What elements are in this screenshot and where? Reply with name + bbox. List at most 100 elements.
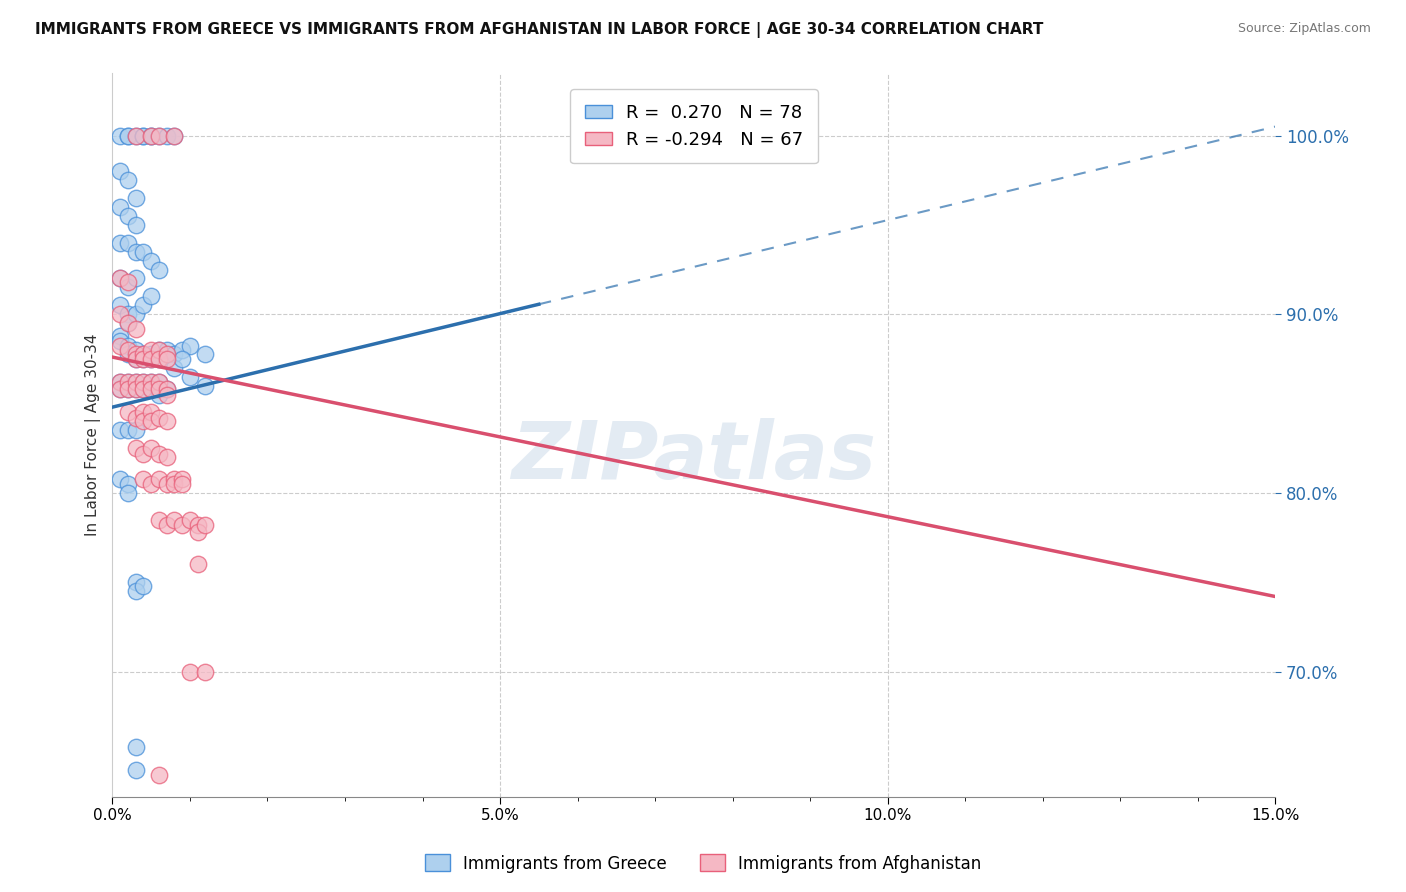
Point [108,298,131,312]
Point [156,450,179,465]
Point [108,423,131,437]
Point [132,382,155,396]
Point [124,321,146,335]
Point [172,343,194,357]
Point [108,339,131,353]
Point [148,128,170,143]
Point [141,477,163,491]
Point [141,351,163,366]
Point [141,128,163,143]
Point [163,513,186,527]
Point [163,128,186,143]
Point [141,289,163,303]
Point [117,423,139,437]
Point [132,579,155,593]
Point [148,410,170,425]
Point [141,405,163,419]
Point [141,128,163,143]
Point [132,375,155,389]
Point [108,128,131,143]
Point [124,375,146,389]
Point [117,486,139,500]
Point [141,253,163,268]
Point [124,218,146,232]
Point [132,351,155,366]
Point [141,382,163,396]
Point [124,739,146,754]
Point [132,298,155,312]
Point [124,382,146,396]
Point [117,343,139,357]
Point [132,414,155,428]
Point [132,375,155,389]
Point [108,200,131,214]
Point [148,447,170,461]
Point [148,375,170,389]
Point [141,382,163,396]
Point [179,665,201,679]
Point [132,351,155,366]
Point [148,382,170,396]
Point [117,209,139,223]
Point [172,351,194,366]
Point [117,128,139,143]
Point [148,375,170,389]
Point [124,410,146,425]
Point [117,235,139,250]
Point [124,307,146,321]
Point [108,271,131,285]
Point [124,191,146,205]
Point [148,472,170,486]
Point [148,513,170,527]
Point [117,339,139,353]
Point [179,339,201,353]
Point [156,518,179,533]
Point [141,441,163,455]
Point [108,382,131,396]
Point [163,472,186,486]
Point [108,307,131,321]
Point [163,128,186,143]
Point [117,382,139,396]
Point [117,405,139,419]
Point [187,525,209,540]
Point [148,262,170,277]
Point [148,387,170,401]
Point [163,346,186,360]
Point [156,387,179,401]
Point [156,351,179,366]
Point [124,423,146,437]
Point [172,472,194,486]
Point [163,360,186,375]
Point [117,307,139,321]
Point [124,346,146,360]
Point [124,763,146,777]
Point [117,477,139,491]
Point [124,575,146,590]
Point [156,414,179,428]
Point [124,343,146,357]
Point [148,351,170,366]
Text: ZIPatlas: ZIPatlas [512,417,876,496]
Legend: Immigrants from Greece, Immigrants from Afghanistan: Immigrants from Greece, Immigrants from … [418,847,988,880]
Point [132,447,155,461]
Legend: R =  0.270   N = 78, R = -0.294   N = 67: R = 0.270 N = 78, R = -0.294 N = 67 [571,89,818,163]
Point [156,382,179,396]
Point [141,375,163,389]
Point [156,382,179,396]
Point [156,346,179,360]
Point [148,351,170,366]
Point [117,375,139,389]
Point [194,518,217,533]
Point [117,375,139,389]
Point [124,375,146,389]
Point [108,375,131,389]
Point [163,477,186,491]
Point [141,375,163,389]
Point [117,346,139,360]
Point [148,343,170,357]
Point [124,441,146,455]
Point [194,378,217,392]
Point [156,128,179,143]
Point [124,382,146,396]
